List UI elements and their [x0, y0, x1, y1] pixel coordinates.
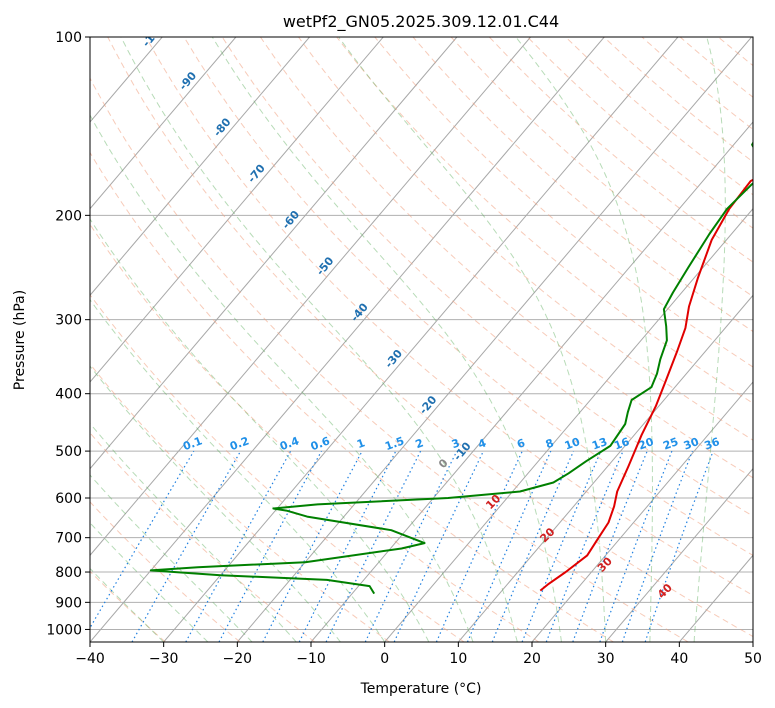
moist-adiabat-line: [90, 298, 386, 642]
isotherm-line: [384, 207, 753, 642]
mixing-ratio-line: [572, 450, 648, 642]
y-tick-label: 800: [55, 565, 82, 581]
mixing-ratio-label: 0.6: [309, 434, 332, 453]
y-tick-label: 400: [55, 387, 82, 403]
isotherm-line: [163, 37, 679, 642]
plot-area: [90, 37, 753, 642]
x-tick-label: −30: [149, 651, 179, 667]
profile-traces: [149, 140, 753, 595]
mixing-ratio-label: 1: [355, 436, 367, 451]
dewpoint-trace: [149, 140, 753, 595]
mixing-ratio-label: 0.2: [228, 434, 251, 453]
mixing-ratio-label: 16: [612, 435, 631, 453]
isotherm-line: [90, 37, 531, 557]
y-tick-label: 200: [55, 208, 82, 224]
mixing-ratio-label: 13: [590, 435, 609, 452]
mixing-ratio-label: 6: [515, 436, 527, 451]
dry-adiabat-line: [90, 223, 540, 642]
dry-adiabat-line: [107, 37, 753, 638]
x-tick-label: 30: [597, 651, 615, 667]
x-tick-label: −10: [296, 651, 326, 667]
isotherm-line: [90, 37, 458, 470]
y-tick-label: 700: [55, 531, 82, 547]
isotherm-line: [236, 37, 752, 642]
mixing-ratio-label: 30: [682, 435, 701, 453]
y-tick-label: 600: [55, 491, 82, 507]
y-tick-label: 1000: [46, 622, 82, 638]
moist-adiabat-line: [90, 567, 165, 642]
temperature-trace: [539, 178, 753, 592]
mixing-ratio-label: 36: [703, 435, 722, 453]
x-tick-label: 40: [670, 651, 688, 667]
dry-adiabat-line: [90, 151, 614, 642]
y-tick-label: 500: [55, 444, 82, 460]
moist-adiabat-line: [211, 37, 562, 642]
x-tick-label: 0: [380, 651, 389, 667]
mixing-ratio-line: [545, 450, 624, 642]
y-axis-label: Pressure (hPa): [12, 290, 28, 390]
dry-adiabat-line: [221, 37, 753, 517]
moist-adiabat-line: [90, 365, 341, 642]
mixing-ratio-label: 4: [476, 436, 488, 451]
y-tick-label: 100: [55, 30, 82, 46]
mixing-ratio-line: [131, 450, 242, 642]
mixing-ratio-label: 20: [637, 435, 656, 453]
mixing-ratio-label: 25: [661, 435, 680, 452]
x-tick-label: 10: [449, 651, 467, 667]
isotherm-line: [310, 121, 753, 642]
x-tick-label: −20: [223, 651, 253, 667]
x-tick-label: 50: [744, 651, 762, 667]
moist-adiabat-line: [515, 37, 653, 642]
mixing-ratio-line: [364, 450, 458, 642]
y-tick-label: 300: [55, 313, 82, 329]
dry-adiabat-line: [90, 363, 390, 642]
isotherm-line: [90, 37, 310, 297]
mixing-ratio-label: 0.4: [278, 434, 301, 453]
chart-title: wetPf2_GN05.2025.309.12.01.C44: [283, 12, 559, 32]
isotherm-line: [90, 37, 237, 210]
isotherm-line: [90, 37, 384, 383]
guide-labels: 0.1 0.2 0.4 0.6 1 1.5 2 3 4 6 8 10 13 16 20 25 30 36-100-…: [140, 37, 722, 601]
mixing-ratio-line: [325, 450, 422, 642]
mixing-ratio-line: [393, 450, 484, 642]
dry-adiabat-line: [90, 293, 465, 642]
mixing-ratio-line: [90, 450, 195, 630]
dry-adiabat-line: [450, 37, 753, 298]
x-tick-label: 20: [523, 651, 541, 667]
mixing-ratio-label: 1.5: [383, 434, 406, 453]
dry-adiabat-line: [756, 37, 775, 642]
dry-adiabat-line: [90, 432, 316, 642]
background-guides: [90, 37, 775, 642]
mixing-ratio-label: 3: [450, 436, 462, 451]
x-axis: −40 −30 −20 −10 0 10 20 30 40 50: [75, 642, 762, 667]
isotherm-line: [90, 37, 605, 642]
moist-adiabat-line: [90, 114, 474, 642]
y-axis: 100 200 300 400 500 600 700 800 900 1000: [46, 30, 90, 638]
moist-adiabat-line: [120, 37, 518, 642]
isotherm-line: [457, 294, 753, 642]
x-axis-label: Temperature (°C): [360, 681, 482, 697]
y-tick-label: 900: [55, 595, 82, 611]
dry-adiabat-line: [90, 77, 689, 642]
isotherm-line: [752, 641, 753, 642]
mixing-ratio-label: 0.1: [181, 434, 204, 453]
moist-adiabat-line: [90, 218, 430, 642]
plot-frame: [89, 36, 754, 643]
isotherm-line: [531, 381, 753, 642]
moist-adiabat-line: [338, 37, 607, 642]
mixing-ratio-line: [218, 450, 323, 642]
mixing-ratio-label: 2: [414, 436, 426, 451]
dry-adiabat-line: [90, 501, 241, 642]
dry-adiabat-line: [183, 37, 753, 556]
dry-adiabat-line: [90, 570, 166, 642]
mixing-ratio-label: 8: [544, 436, 556, 451]
moist-adiabat-line: [693, 37, 726, 642]
dry-adiabat-line: [145, 37, 753, 597]
x-tick-label: −40: [75, 651, 105, 667]
isotherm-line: [605, 467, 753, 642]
moist-adiabat-line: [90, 422, 297, 642]
mixing-ratio-label: 10: [563, 435, 582, 453]
